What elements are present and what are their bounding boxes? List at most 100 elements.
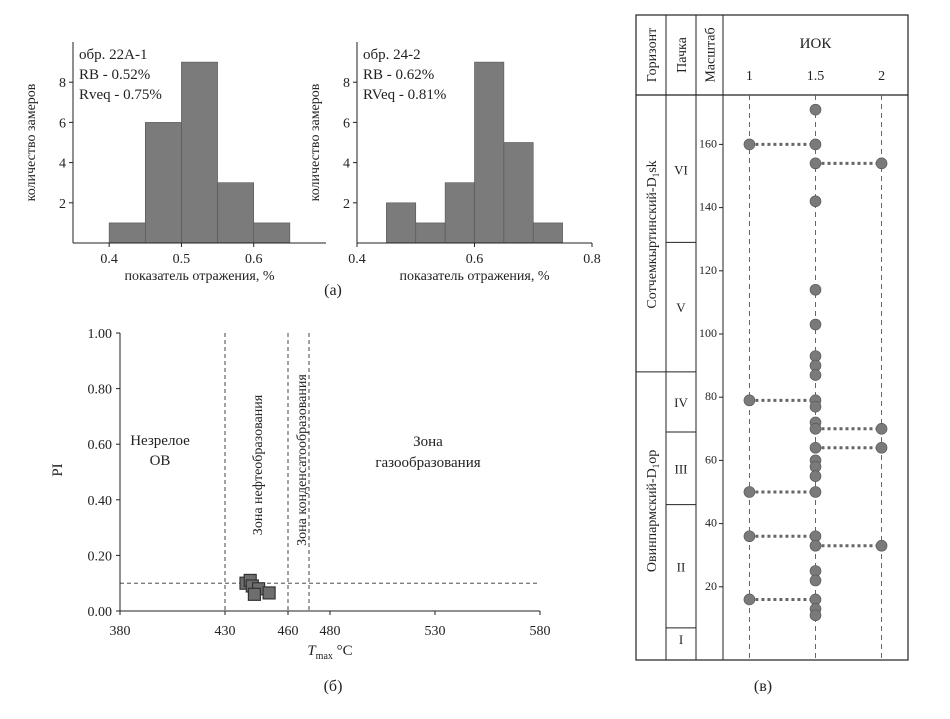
histogram-24-2: 2 4 6 8 0.4 0.6 0.8 обр. 24-2 RB - 0.62% RVeq - 0… [308, 42, 601, 284]
x-tick-label: 0.4 [100, 252, 118, 267]
histogram-bar [217, 182, 255, 244]
sample-annotation: RB - 0.52% [79, 67, 150, 83]
x-tick-label: 480 [320, 624, 341, 639]
y-tick-label: 8 [59, 76, 66, 91]
histogram-bar [503, 142, 534, 244]
iok-data-point [875, 157, 888, 170]
iok-data-point [875, 422, 888, 435]
pi-tmax-chart: 0.00 0.20 0.40 0.60 0.80 1.00 380 430 460 480 530 5… [50, 327, 551, 662]
x-axis-label-main: T [307, 643, 317, 659]
horizon-name: Сотчемкыртинский-D [645, 177, 660, 308]
iok-data-point [809, 138, 822, 151]
iok-data-point [809, 574, 822, 587]
member-label: I [679, 632, 683, 647]
histogram-bar [474, 61, 505, 244]
iok-data-point [809, 369, 822, 381]
horizon-subscript: 1 [651, 464, 661, 469]
horizon-suffix: sk [645, 160, 660, 172]
x-axis-label: показатель отражения, % [125, 269, 275, 284]
histogram-bar [253, 222, 291, 244]
x-tick-label: 0.4 [348, 252, 366, 267]
iok-data-point [743, 486, 756, 498]
histogram-bar [415, 222, 446, 244]
iok-tick-label: 2 [878, 69, 885, 84]
iok-column-chart: Горизонт Пачка Масштаб ИОК 1 1.5 2 Сотчемкыртин… [635, 14, 909, 661]
header-horizon: Горизонт [645, 28, 660, 82]
caption-c: (в) [754, 678, 772, 695]
y-tick-label: 8 [343, 76, 350, 91]
zone-label-condensate: Зона конденсатообразования [295, 374, 310, 546]
data-point-square [247, 587, 261, 601]
iok-data-point [809, 195, 822, 208]
zone-label-immature: ОВ [150, 453, 171, 469]
member-label: VI [674, 163, 688, 178]
histogram-bar [108, 222, 146, 244]
x-tick-label: 430 [215, 624, 236, 639]
header-scale: Масштаб [704, 27, 719, 82]
scale-tick-label: 140 [699, 200, 717, 214]
zone-label-oil: Зона нефтеобразования [251, 394, 266, 535]
scale-tick-label: 60 [705, 452, 717, 466]
scale-tick-label: 100 [699, 326, 717, 340]
y-tick-label: 0.80 [88, 383, 113, 398]
y-tick-label: 4 [59, 157, 66, 172]
iok-data-point [743, 593, 756, 606]
iok-data-point [809, 422, 822, 435]
x-tick-label: 460 [278, 624, 299, 639]
histogram-bar [181, 61, 218, 244]
scale-tick-label: 120 [699, 263, 717, 277]
iok-data-point [809, 486, 822, 498]
iok-data-point [809, 441, 822, 454]
iok-data-point [809, 283, 822, 296]
x-tick-label: 380 [110, 624, 131, 639]
sample-annotation: обр. 24-2 [363, 47, 421, 63]
iok-data-point [809, 539, 822, 552]
sample-annotation: RB - 0.62% [363, 67, 434, 83]
member-label: III [675, 461, 688, 476]
histogram-bar [144, 122, 182, 244]
scale-tick-label: 80 [705, 389, 717, 403]
zone-label-gas: газообразования [375, 455, 480, 471]
iok-data-point [809, 103, 822, 116]
y-tick-label: 0.20 [88, 549, 113, 564]
horizon-label: Овинпармский-D1op [645, 450, 661, 572]
horizon-name: Овинпармский-D [645, 468, 660, 572]
x-axis-label: Tmax °C [307, 643, 352, 662]
column-frame [635, 14, 909, 661]
caption-a: (а) [324, 282, 342, 299]
sample-annotation: обр. 22А-1 [79, 47, 147, 63]
y-tick-label: 2 [59, 197, 66, 212]
horizon-label: Сотчемкыртинский-D1sk [645, 160, 661, 308]
x-tick-label: 0.5 [173, 252, 191, 267]
x-tick-label: 0.8 [583, 252, 601, 267]
y-tick-label: 6 [59, 116, 66, 131]
member-label: IV [674, 395, 688, 410]
y-tick-label: 6 [343, 116, 350, 131]
y-tick-label: 4 [343, 157, 350, 172]
caption-b: (б) [324, 678, 343, 695]
horizon-subscript: 1 [651, 173, 661, 178]
iok-tick-label: 1 [746, 69, 753, 84]
iok-data-point [809, 400, 822, 413]
iok-data-point [743, 394, 756, 407]
y-tick-label: 0.60 [88, 438, 113, 453]
x-tick-label: 530 [425, 624, 446, 639]
x-tick-label: 0.6 [245, 252, 263, 267]
y-tick-label: 1.00 [88, 327, 113, 342]
scale-tick-label: 20 [705, 579, 717, 593]
iok-data-point [743, 530, 756, 543]
member-label: II [677, 559, 686, 574]
iok-data-point [743, 138, 756, 151]
y-tick-label: 2 [343, 197, 350, 212]
scale-tick-label: 160 [699, 136, 717, 150]
histogram-22A-1: 2 4 6 8 0.4 0.5 0.6 обр. 22А-1 RB - 0.52% Rveq - … [24, 42, 326, 284]
histogram-bar [444, 182, 475, 244]
histogram-bar [386, 202, 417, 244]
y-axis-label: количество замеров [24, 83, 39, 201]
horizon-suffix: op [645, 450, 660, 464]
iok-data-point [875, 441, 888, 454]
zone-label-immature: Незрелое [130, 433, 190, 449]
iok-data-point [809, 470, 822, 483]
data-point-square [262, 586, 276, 600]
